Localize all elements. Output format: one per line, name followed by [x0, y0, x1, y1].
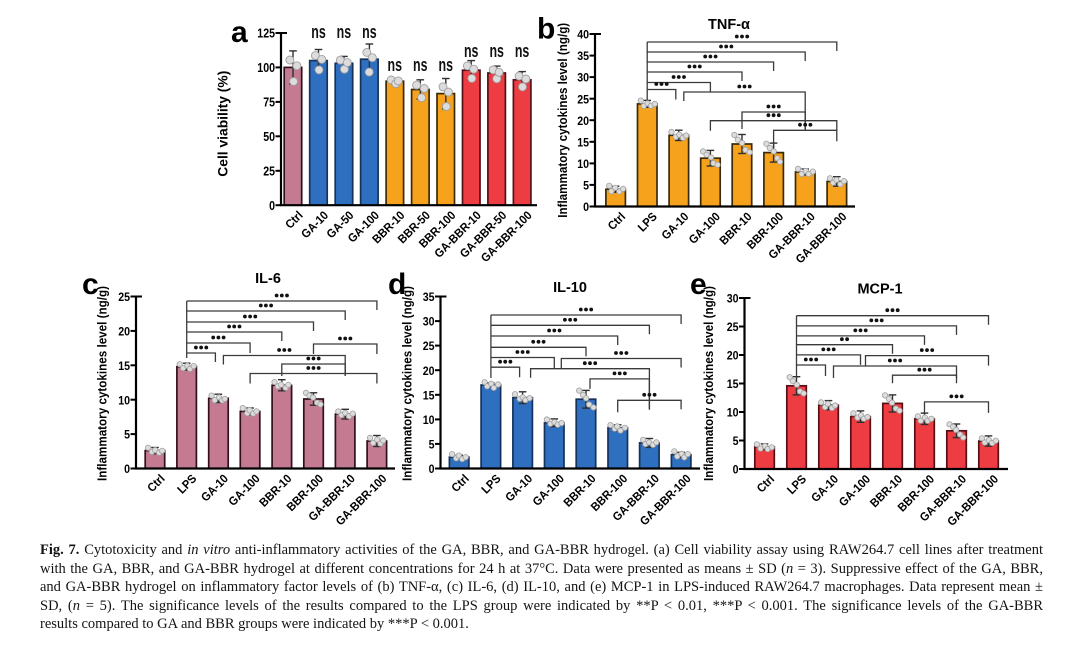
svg-text:35: 35	[577, 49, 589, 63]
svg-text:GA-100: GA-100	[836, 472, 873, 509]
svg-text:Inflammatory cytokines level (: Inflammatory cytokines level (ng/g)	[701, 286, 716, 481]
svg-text:125: 125	[257, 26, 275, 41]
svg-text:ns: ns	[337, 22, 352, 42]
svg-text:Inflammatory cytokines level (: Inflammatory cytokines level (ng/g)	[555, 23, 570, 218]
svg-text:0: 0	[733, 463, 739, 477]
svg-text:20: 20	[118, 325, 130, 339]
svg-text:10: 10	[727, 406, 739, 420]
svg-text:ns: ns	[464, 41, 479, 61]
svg-text:100: 100	[257, 60, 275, 75]
svg-text:GA-100: GA-100	[530, 471, 567, 508]
svg-text:30: 30	[727, 292, 739, 306]
svg-text:IL-10: IL-10	[553, 280, 587, 296]
svg-text:ns: ns	[311, 22, 326, 42]
svg-text:0: 0	[269, 198, 275, 213]
svg-text:ns: ns	[439, 55, 454, 75]
svg-text:25: 25	[118, 290, 130, 304]
svg-text:5: 5	[429, 438, 435, 452]
svg-text:b: b	[537, 13, 555, 46]
svg-text:a: a	[231, 16, 248, 49]
svg-text:10: 10	[423, 413, 435, 427]
svg-text:5: 5	[583, 179, 589, 193]
svg-text:ns: ns	[489, 41, 504, 61]
svg-text:10: 10	[118, 393, 130, 407]
svg-text:Ctrl: Ctrl	[144, 472, 167, 495]
svg-text:ns: ns	[515, 41, 530, 61]
svg-text:35: 35	[423, 290, 435, 304]
svg-text:LPS: LPS	[174, 472, 199, 497]
svg-text:40: 40	[577, 28, 589, 42]
svg-text:LPS: LPS	[635, 210, 660, 235]
svg-text:e: e	[690, 268, 707, 301]
svg-text:Inflammatory cytokines level (: Inflammatory cytokines level (ng/g)	[400, 286, 415, 481]
svg-text:Cell viability (%): Cell viability (%)	[216, 71, 231, 177]
svg-text:50: 50	[263, 129, 275, 144]
svg-text:ns: ns	[388, 55, 403, 75]
svg-text:15: 15	[727, 377, 739, 391]
svg-text:TNF-α: TNF-α	[708, 17, 750, 33]
svg-text:GA-100: GA-100	[226, 471, 263, 508]
svg-text:MCP-1: MCP-1	[857, 282, 902, 298]
svg-text:Ctrl: Ctrl	[448, 472, 471, 495]
svg-text:30: 30	[423, 315, 435, 329]
svg-text:25: 25	[727, 320, 739, 334]
svg-text:d: d	[388, 268, 406, 301]
svg-text:GA-10: GA-10	[298, 208, 331, 241]
svg-text:0: 0	[124, 462, 130, 476]
svg-text:75: 75	[263, 95, 275, 110]
svg-text:25: 25	[423, 339, 435, 353]
svg-text:LPS: LPS	[784, 472, 809, 497]
svg-text:ns: ns	[413, 55, 428, 75]
svg-text:LPS: LPS	[478, 472, 503, 497]
svg-text:30: 30	[577, 71, 589, 85]
svg-text:Ctrl: Ctrl	[605, 210, 628, 233]
svg-text:c: c	[82, 268, 99, 301]
svg-text:15: 15	[118, 359, 130, 373]
svg-text:5: 5	[124, 428, 130, 442]
svg-text:20: 20	[727, 349, 739, 363]
svg-text:25: 25	[263, 163, 275, 178]
svg-text:15: 15	[423, 388, 435, 402]
svg-text:5: 5	[733, 434, 739, 448]
svg-text:GA-100: GA-100	[686, 209, 723, 246]
svg-text:0: 0	[583, 200, 589, 214]
svg-text:20: 20	[423, 364, 435, 378]
svg-text:15: 15	[577, 135, 589, 149]
svg-text:Ctrl: Ctrl	[754, 472, 777, 495]
svg-text:20: 20	[577, 114, 589, 128]
svg-text:IL-6: IL-6	[255, 271, 281, 287]
svg-text:ns: ns	[362, 22, 377, 42]
svg-text:0: 0	[429, 462, 435, 476]
svg-text:25: 25	[577, 92, 589, 106]
svg-text:10: 10	[577, 157, 589, 171]
svg-text:Inflammatory cytokines level (: Inflammatory cytokines level (ng/g)	[95, 286, 110, 481]
